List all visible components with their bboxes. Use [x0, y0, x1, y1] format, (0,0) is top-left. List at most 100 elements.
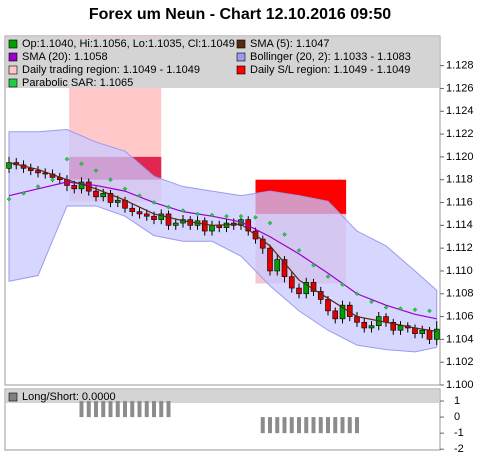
bar — [311, 417, 316, 434]
sar-dot — [166, 204, 171, 210]
bar — [137, 401, 142, 418]
candle-body — [339, 304, 346, 320]
y-tick-label: 1.122 — [446, 128, 474, 140]
sar-dot — [296, 248, 302, 253]
sar-dot — [383, 305, 389, 310]
candle-body — [151, 215, 157, 220]
y-tick-label: 1.116 — [446, 196, 473, 208]
sar-dot — [6, 196, 12, 202]
sar-dot — [209, 212, 215, 218]
legend-swatch — [236, 39, 246, 49]
candle-body — [259, 238, 266, 249]
y-tick-label: 1.108 — [446, 288, 474, 300]
sar-dot — [340, 282, 345, 287]
y-tick-label: 1.118 — [446, 174, 473, 186]
bar — [340, 417, 345, 434]
bar — [130, 401, 135, 418]
bar — [108, 401, 113, 418]
sar-dot — [50, 177, 55, 182]
legend-swatch — [236, 52, 246, 62]
sar-dot — [151, 200, 157, 205]
sar-dot — [311, 262, 316, 268]
bar — [297, 417, 301, 434]
y-tick-label: 0 — [454, 411, 460, 423]
bollinger-band — [8, 129, 438, 353]
y-tick-label: 1.106 — [446, 310, 474, 322]
legend-label: Long/Short: 0.0000 — [22, 391, 116, 403]
bar — [115, 401, 120, 418]
bar — [79, 401, 84, 418]
legend-label: Op:1.1040, Hi:1.1056, Lo:1.1035, Cl:1.10… — [22, 38, 235, 50]
sar-dot — [195, 211, 200, 217]
candle-body — [368, 325, 375, 329]
y-tick-label: 1.114 — [446, 219, 473, 231]
sar-dot — [427, 308, 432, 314]
candle-body — [274, 259, 281, 272]
y-tick-label: 1.128 — [446, 60, 474, 72]
legend-label: Bollinger (20, 2): 1.1033 - 1.1083 — [250, 51, 411, 63]
sar-dot — [224, 213, 229, 219]
bar — [260, 417, 265, 434]
bar — [347, 417, 352, 434]
candle-body — [281, 259, 288, 277]
sar-dot — [35, 184, 41, 189]
legend-label: SMA (5): 1.1047 — [250, 38, 330, 50]
bar — [144, 401, 149, 418]
candle-body — [35, 170, 41, 174]
sar-dot — [398, 306, 403, 311]
sar-dot — [137, 193, 142, 198]
y-tick-label: 1.124 — [446, 105, 474, 117]
y-tick-label: 1.110 — [446, 265, 473, 277]
bar — [94, 401, 98, 418]
legend-label: Daily trading region: 1.1049 - 1.1049 — [22, 64, 200, 76]
sar-dot — [267, 220, 273, 226]
sar-dot — [369, 299, 374, 305]
sma-line — [8, 162, 437, 332]
bar — [289, 417, 294, 434]
y-tick-label: 1 — [454, 395, 460, 407]
bar — [166, 401, 171, 418]
candle-body — [390, 321, 397, 331]
sar-dot — [238, 213, 244, 219]
sar-dot — [282, 232, 287, 237]
legend-label: Parabolic SAR: 1.1065 — [22, 77, 133, 89]
sar-dot — [21, 191, 26, 196]
y-tick-label: 1.100 — [446, 379, 474, 391]
candle-body — [209, 225, 215, 232]
bar — [101, 401, 106, 418]
bar — [355, 417, 359, 434]
candle-body — [288, 276, 295, 289]
candle-body — [129, 207, 136, 212]
lower-legend-box — [6, 390, 439, 403]
sar-dot — [122, 186, 128, 192]
legend-label: Daily S/L region: 1.1049 - 1.1049 — [250, 64, 410, 76]
bar — [326, 417, 330, 434]
y-tick-label: 1.104 — [446, 333, 474, 345]
candle-body — [332, 310, 339, 320]
sar-dot — [325, 274, 331, 279]
candle-body — [71, 185, 78, 190]
candle-body — [172, 222, 179, 226]
candle-body — [361, 321, 368, 329]
candle-body — [296, 287, 302, 295]
y-tick-label: 1.126 — [446, 82, 474, 94]
candle-body — [303, 282, 310, 295]
candle-body — [114, 199, 121, 203]
y-tick-label: -2 — [454, 443, 464, 455]
legend-swatch — [8, 39, 18, 49]
y-tick-label: 1.102 — [446, 356, 474, 368]
candle-body — [107, 193, 114, 203]
candle-body — [143, 213, 150, 217]
y-tick-label: 1.112 — [446, 242, 473, 254]
candle-body — [267, 247, 273, 272]
candle-body — [397, 325, 404, 331]
candle-body — [433, 328, 440, 340]
legend-swatch — [8, 78, 18, 88]
bar — [304, 417, 309, 434]
bar — [86, 401, 91, 418]
candle-body — [426, 329, 433, 340]
candle-body — [93, 190, 99, 198]
sar-dot — [412, 307, 418, 313]
chart-title: Forex um Neun - Chart 12.10.2016 09:50 — [89, 6, 391, 23]
